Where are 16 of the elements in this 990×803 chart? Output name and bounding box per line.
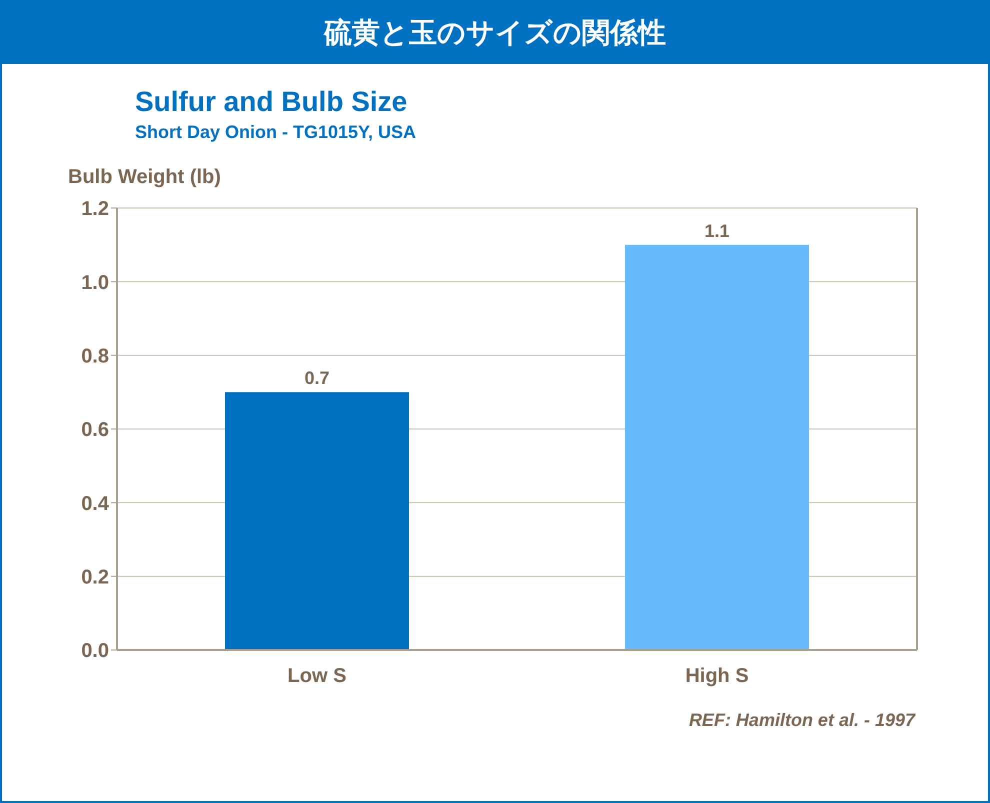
y-tick-label: 1.0: [81, 272, 109, 294]
y-axis-title: Bulb Weight (lb): [68, 166, 221, 189]
chart-title: 硫黄と玉のサイズの関係性: [2, 2, 988, 64]
x-tick-label: High S: [685, 665, 749, 688]
y-tick-label: 0.4: [81, 492, 110, 515]
data-label: 0.7: [304, 368, 330, 388]
x-tick-label: Low S: [288, 665, 346, 688]
y-tick-label: 0.2: [81, 566, 109, 588]
y-tick-label: 0.8: [81, 345, 109, 368]
y-tick-label: 1.2: [81, 198, 109, 220]
data-label: 1.1: [704, 220, 730, 241]
text: REF: Hamilton et al. - 1997: [688, 710, 915, 731]
text: Short Day Onion - TG1015Y, USA: [135, 122, 416, 143]
y-tick-label: 0.0: [81, 640, 109, 662]
y-tick-label: 0.6: [81, 419, 109, 442]
chart-subtitle: Sulfur and Bulb Size: [135, 86, 408, 118]
